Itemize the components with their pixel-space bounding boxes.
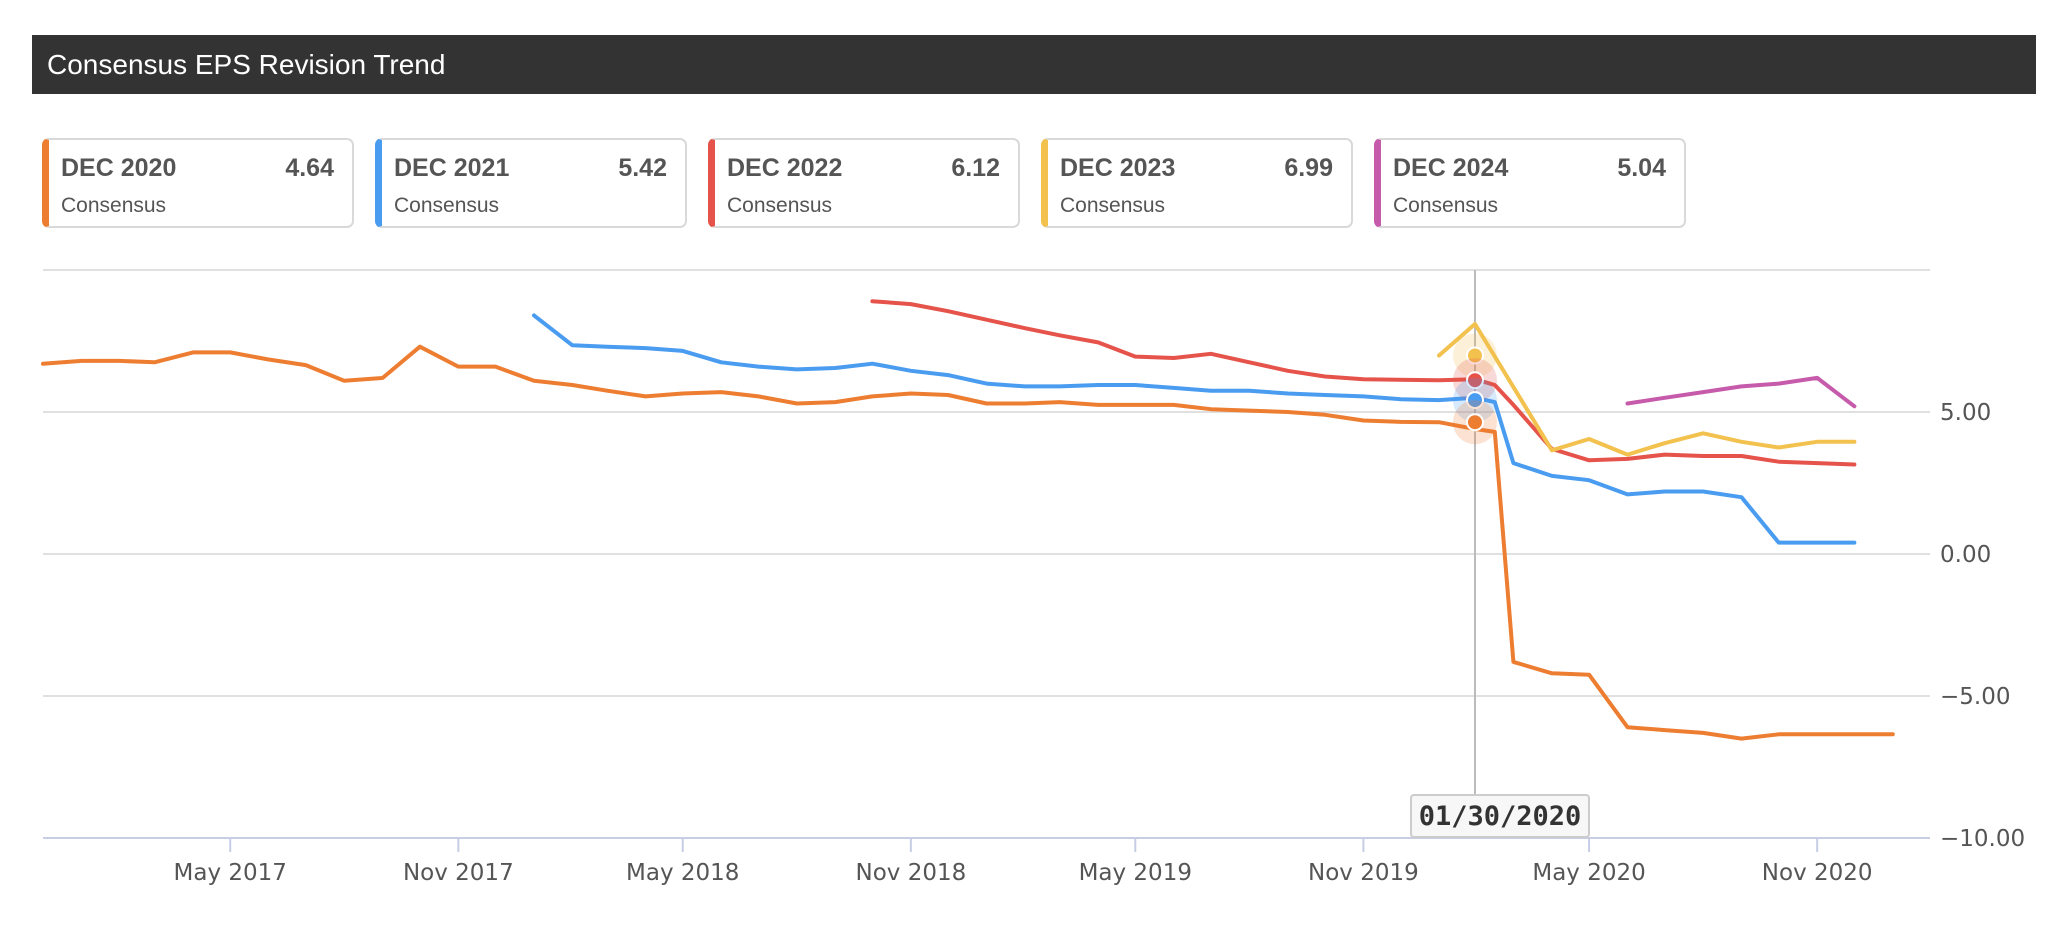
card-label: Consensus xyxy=(1060,194,1166,217)
series-card-dec-2020[interactable]: DEC 2020 4.64 Consensus xyxy=(42,138,354,228)
x-tick-label: May 2017 xyxy=(174,860,287,886)
series-line-dec-2021[interactable] xyxy=(532,313,1857,545)
crosshair-marker-dec-2021[interactable] xyxy=(1465,391,1484,410)
x-tick-label: May 2019 xyxy=(1079,860,1192,886)
card-value: 6.99 xyxy=(1284,154,1333,182)
card-period: DEC 2024 xyxy=(1393,154,1509,182)
x-tick-label: May 2018 xyxy=(626,860,739,886)
y-tick-label: 0.00 xyxy=(1940,542,1991,568)
crosshair-marker-dec-2020[interactable] xyxy=(1465,413,1484,432)
series-line-dec-2020[interactable] xyxy=(41,344,1895,741)
card-value: 4.64 xyxy=(285,154,334,182)
chart-title: Consensus EPS Revision Trend xyxy=(47,49,446,80)
card-value: 6.12 xyxy=(951,154,1000,182)
x-tick-label: Nov 2018 xyxy=(856,860,967,886)
series-card-dec-2022[interactable]: DEC 2022 6.12 Consensus xyxy=(708,138,1020,228)
x-tick-label: Nov 2017 xyxy=(403,860,514,886)
y-tick-label: 5.00 xyxy=(1940,400,1991,426)
card-label: Consensus xyxy=(61,194,167,217)
x-tick-label: Nov 2019 xyxy=(1308,860,1419,886)
series-line-dec-2022[interactable] xyxy=(870,299,1857,467)
y-tick-label: −5.00 xyxy=(1940,684,2010,710)
card-period: DEC 2022 xyxy=(727,154,843,182)
y-tick-label: −10.00 xyxy=(1940,826,2025,852)
series-card-dec-2023[interactable]: DEC 2023 6.99 Consensus xyxy=(1041,138,1353,228)
x-tick-label: Nov 2020 xyxy=(1762,860,1873,886)
card-period: DEC 2020 xyxy=(61,154,177,182)
chart-title-bar: Consensus EPS Revision Trend xyxy=(32,35,2036,94)
crosshair-marker-dec-2023[interactable] xyxy=(1465,346,1484,365)
card-label: Consensus xyxy=(394,194,500,217)
series-card-dec-2024[interactable]: DEC 2024 5.04 Consensus xyxy=(1374,138,1686,228)
crosshair-date-box xyxy=(1409,794,1590,838)
card-value: 5.42 xyxy=(618,154,667,182)
card-label: Consensus xyxy=(1393,194,1499,217)
card-period: DEC 2023 xyxy=(1060,154,1176,182)
card-label: Consensus xyxy=(727,194,833,217)
crosshair-date-label: 01/30/2020 xyxy=(1419,801,1582,832)
x-tick-label: May 2020 xyxy=(1532,860,1645,886)
card-period: DEC 2021 xyxy=(394,154,510,182)
series-line-dec-2023[interactable] xyxy=(1437,322,1857,457)
series-card-dec-2021[interactable]: DEC 2021 5.42 Consensus xyxy=(375,138,687,228)
card-value: 5.04 xyxy=(1617,154,1666,182)
series-line-dec-2024[interactable] xyxy=(1625,375,1857,409)
crosshair-marker-dec-2022[interactable] xyxy=(1465,371,1484,390)
